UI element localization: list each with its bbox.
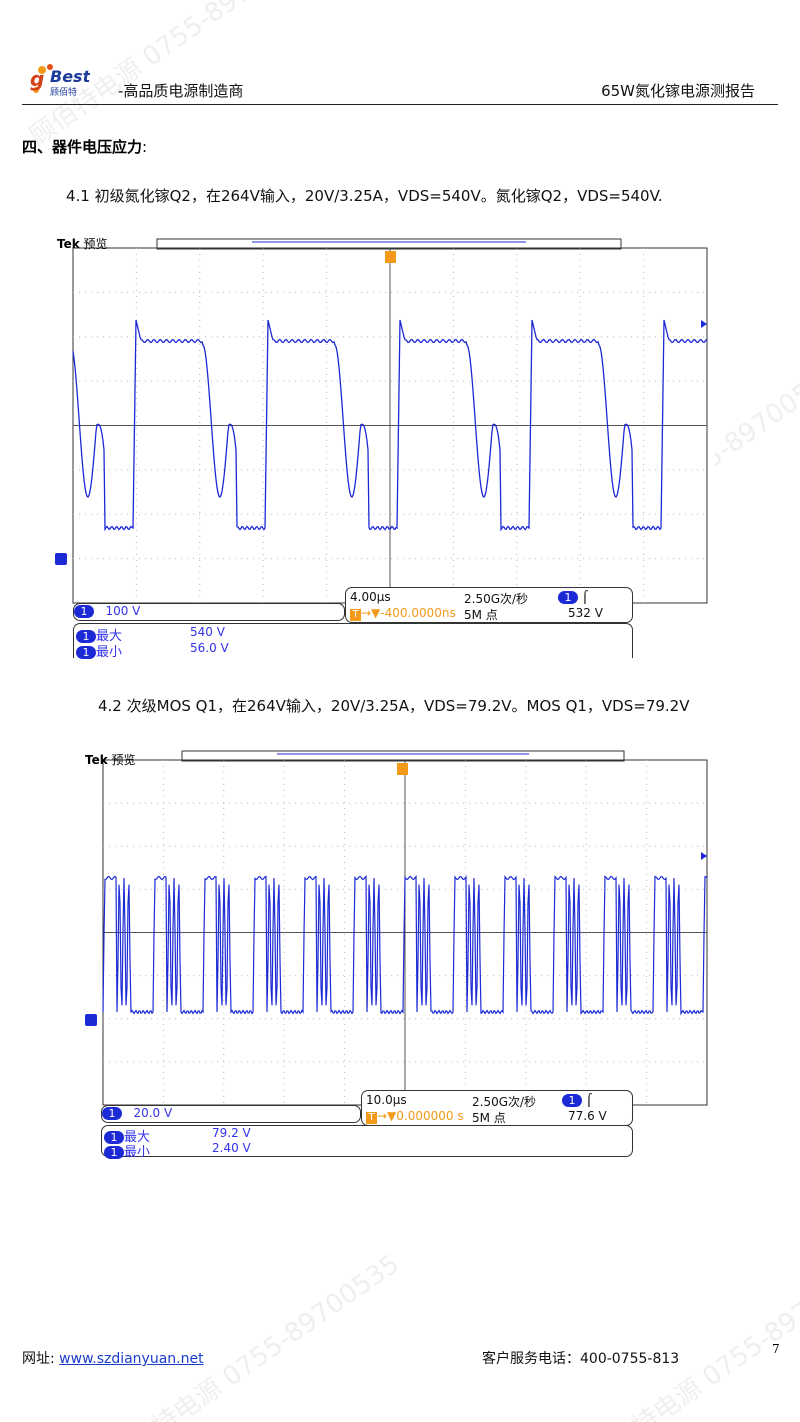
caption-2: 4.2 次级MOS Q1，在264V输入，20V/3.25A，VDS=79.2V… bbox=[98, 697, 690, 715]
section-title: 四、器件电压应力: bbox=[22, 138, 148, 156]
waveform-display bbox=[85, 750, 708, 1106]
svg-text:g: g bbox=[30, 67, 44, 91]
caption-1: 4.1 初级氮化镓Q2，在264V输入，20V/3.25A，VDS=540V。氮… bbox=[66, 187, 663, 205]
scope-brand: Tek 预览 bbox=[85, 753, 136, 767]
header-divider bbox=[22, 104, 778, 105]
record-view-bar bbox=[156, 238, 622, 250]
header-slogan: -高品质电源制造商 bbox=[118, 82, 244, 100]
channel-badge: 1 bbox=[562, 1094, 582, 1107]
channel-ground-marker bbox=[85, 1014, 97, 1026]
report-title: 65W氮化镓电源测报告 bbox=[601, 82, 755, 100]
trigger-icon: T bbox=[366, 1112, 377, 1124]
measurement-panel: 1 最大 540 V 1 最小 56.0 V bbox=[73, 623, 633, 660]
trigger-level-marker bbox=[701, 852, 707, 860]
channel-scale-panel: 1 100 V bbox=[73, 603, 345, 621]
channel-badge: 1 bbox=[558, 591, 578, 604]
watermark: 顾佰特电源 0755-89700535 bbox=[584, 1248, 800, 1422]
waveform-trace bbox=[72, 319, 708, 532]
record-view-bar bbox=[181, 750, 625, 762]
svg-text:Best: Best bbox=[50, 67, 90, 86]
website-link[interactable]: www.szdianyuan.net bbox=[59, 1351, 204, 1367]
company-logo: g Best 顾佰特 bbox=[28, 62, 92, 98]
svg-text:顾佰特: 顾佰特 bbox=[50, 86, 77, 98]
watermark: 顾佰特电源 0755-89700535 bbox=[104, 1248, 405, 1422]
measurement-panel: 1 最大 79.2 V 1 最小 2.40 V bbox=[101, 1125, 633, 1160]
min-value: 56.0 V bbox=[190, 641, 229, 655]
trigger-position-marker bbox=[397, 763, 408, 775]
max-value: 540 V bbox=[190, 625, 225, 639]
oscilloscope-screenshot-1: Tek 预览 4.00µs 2.50G次/秒 1 ⌠ T →▼-400.0000n… bbox=[55, 235, 715, 660]
trigger-position-marker bbox=[385, 251, 396, 263]
channel-ground-marker bbox=[55, 553, 67, 565]
min-value: 2.40 V bbox=[212, 1141, 251, 1155]
page-number: 7 bbox=[772, 1342, 780, 1356]
trigger-level-marker bbox=[701, 320, 707, 328]
channel-scale-panel: 1 20.0 V bbox=[101, 1105, 361, 1123]
max-value: 79.2 V bbox=[212, 1126, 251, 1140]
timebase-panel: 4.00µs 2.50G次/秒 1 ⌠ T →▼-400.0000ns 5M 点 … bbox=[345, 587, 633, 623]
oscilloscope-screenshot-2: Tek 预览 10.0µs 2.50G次/秒 1 ⌠ T →▼0.000000 s… bbox=[85, 747, 715, 1160]
scope-brand: Tek 预览 bbox=[57, 237, 108, 251]
footer-website: 网址: www.szdianyuan.net bbox=[22, 1351, 204, 1367]
timebase-panel: 10.0µs 2.50G次/秒 1 ⌠ T →▼0.000000 s 5M 点 7… bbox=[361, 1090, 633, 1126]
waveform-trace bbox=[102, 874, 708, 1016]
trigger-icon: T bbox=[350, 609, 361, 621]
footer-phone: 客户服务电话：400-0755-813 bbox=[482, 1351, 680, 1367]
waveform-display bbox=[55, 238, 708, 604]
